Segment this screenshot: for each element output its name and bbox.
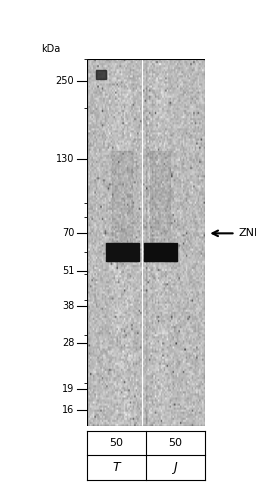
Text: T: T bbox=[113, 461, 120, 474]
Text: 19: 19 bbox=[62, 384, 74, 394]
Text: 70: 70 bbox=[62, 228, 74, 238]
Text: kDa: kDa bbox=[41, 45, 60, 54]
Text: 50: 50 bbox=[110, 438, 123, 448]
Text: 51: 51 bbox=[62, 266, 74, 276]
Text: J: J bbox=[174, 461, 177, 474]
Text: 250: 250 bbox=[56, 76, 74, 86]
Text: 130: 130 bbox=[56, 154, 74, 164]
Text: 16: 16 bbox=[62, 405, 74, 415]
Text: 50: 50 bbox=[168, 438, 182, 448]
Text: ZNF324: ZNF324 bbox=[238, 228, 256, 238]
Text: 28: 28 bbox=[62, 338, 74, 348]
Text: 38: 38 bbox=[62, 301, 74, 311]
